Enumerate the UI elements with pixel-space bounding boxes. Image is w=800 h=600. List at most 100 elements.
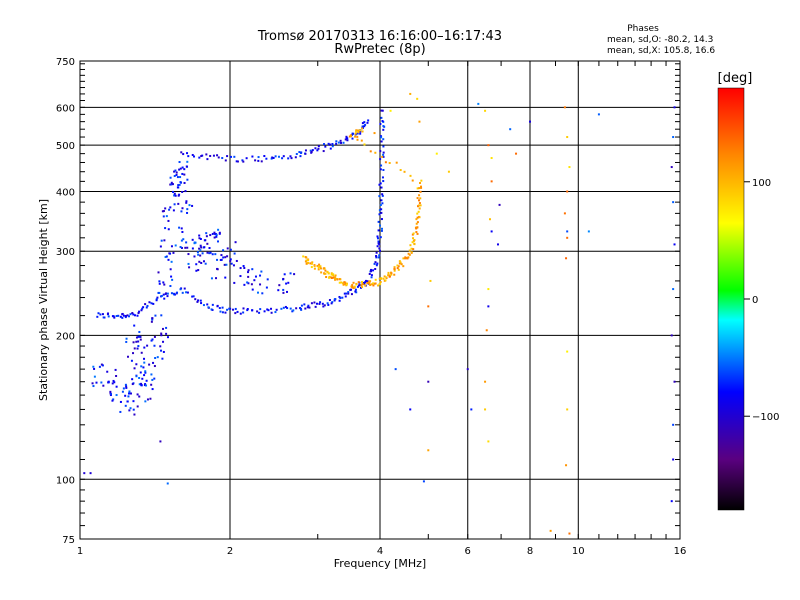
cloud-point (185, 165, 188, 168)
trace-point (381, 120, 384, 123)
trace-point (192, 295, 195, 298)
trace-point (378, 277, 381, 280)
cloud-point (211, 253, 214, 256)
cloud-point (222, 249, 225, 252)
trace-point (144, 303, 147, 306)
cloud-point (184, 190, 187, 193)
trace-point (379, 158, 382, 161)
trace-point (323, 304, 326, 307)
trace-point (260, 160, 263, 163)
cloud-point (178, 183, 181, 186)
trace-point (418, 207, 421, 210)
cloud-point (137, 340, 140, 343)
trace-point (307, 304, 310, 307)
trace-point (198, 156, 201, 159)
cloud-point (162, 281, 165, 284)
scatter-point (673, 380, 676, 383)
y-tick-label: 600 (56, 103, 75, 114)
trace-point (97, 312, 100, 315)
trace-point (407, 252, 410, 255)
trace-point (129, 313, 132, 316)
trace-point (357, 131, 360, 134)
trace-point (322, 150, 325, 153)
trace-point (393, 268, 396, 271)
trace-point (355, 129, 358, 132)
trace-point (317, 147, 320, 150)
trace-point (346, 139, 349, 142)
scatter-point (490, 230, 493, 233)
scatter-point (389, 109, 392, 112)
cloud-point (216, 258, 219, 261)
trace-point (361, 286, 364, 289)
trace-point (383, 275, 386, 278)
cloud-point (197, 253, 200, 256)
scatter-point (429, 279, 432, 282)
trace-point (409, 174, 412, 177)
cloud-point (188, 266, 191, 269)
trace-point (132, 313, 135, 316)
scatter-point (487, 288, 490, 291)
cloud-point (150, 339, 153, 342)
stats-heading: Phases (627, 24, 659, 34)
trace-point (106, 313, 109, 316)
cloud-point (169, 285, 172, 288)
trace-point (378, 254, 381, 257)
cloud-point (138, 395, 141, 398)
cloud-point (127, 392, 130, 395)
cloud-point (229, 258, 232, 261)
cloud-point (232, 264, 235, 267)
cloud-point (173, 194, 176, 197)
cloud-point (169, 183, 172, 186)
scatter-point (549, 529, 552, 532)
trace-point (206, 303, 209, 306)
cloud-point (119, 400, 122, 403)
trace-point (416, 216, 419, 219)
trace-point (330, 272, 333, 275)
trace-point (379, 249, 382, 252)
scatter-point (89, 472, 92, 475)
trace-point (382, 151, 385, 154)
trace-point (131, 312, 134, 315)
trace-point (241, 159, 244, 162)
scatter-point (489, 218, 492, 221)
trace-point (416, 197, 419, 200)
trace-point (263, 155, 266, 158)
trace-point (303, 303, 306, 306)
cloud-point (220, 254, 223, 257)
cloud-point (135, 363, 138, 366)
trace-point (363, 282, 366, 285)
trace-point (379, 182, 382, 185)
cloud-point (176, 176, 179, 179)
trace-point (160, 294, 163, 297)
trace-point (320, 271, 323, 274)
trace-point (292, 309, 295, 312)
cloud-point (230, 262, 233, 265)
scatter-point (83, 472, 86, 475)
trace-point (242, 311, 245, 314)
y-tick-label: 500 (56, 141, 75, 152)
scatter-point (422, 480, 425, 483)
trace-point (374, 278, 377, 281)
cloud-point (178, 226, 181, 229)
trace-point (224, 311, 227, 314)
trace-point (419, 181, 422, 184)
trace-point (344, 138, 347, 141)
cloud-point (136, 405, 139, 408)
trace-point (321, 302, 324, 305)
trace-point (359, 129, 362, 132)
trace-point (218, 307, 221, 310)
scatter-point (566, 236, 569, 239)
trace-point (127, 315, 130, 318)
trace-point (257, 156, 260, 159)
trace-point (415, 222, 418, 225)
trace-point (357, 281, 360, 284)
cloud-point (181, 166, 184, 169)
trace-point (397, 268, 400, 271)
cloud-point (183, 173, 186, 176)
cloud-point (246, 281, 249, 284)
trace-point (381, 109, 384, 112)
cloud-point (143, 374, 146, 377)
trace-point (335, 140, 338, 143)
cloud-point (165, 292, 168, 295)
